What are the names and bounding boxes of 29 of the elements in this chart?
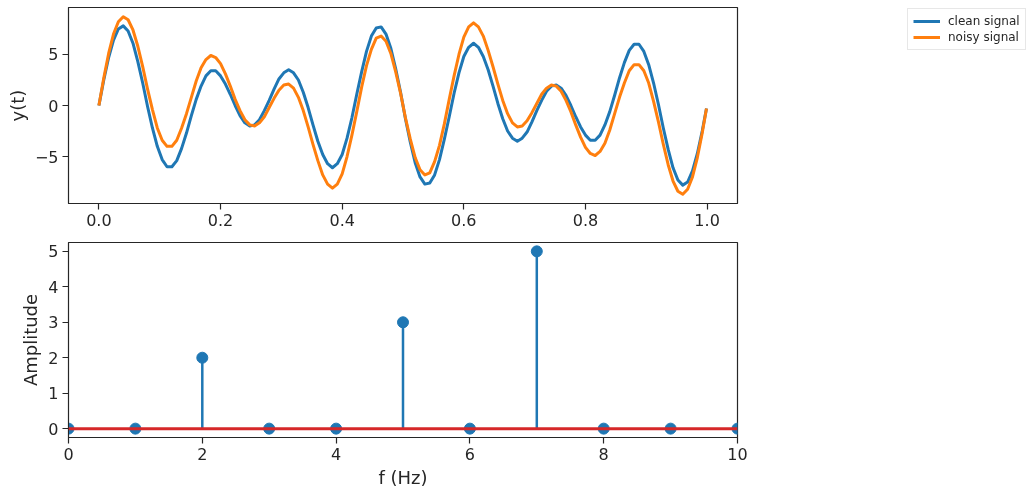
x-tick-label: 0.2 bbox=[207, 210, 234, 230]
y-axis-title: Amplitude bbox=[20, 293, 42, 387]
y-tick-label: 5 bbox=[48, 45, 59, 65]
x-axis-title: f (Hz) bbox=[378, 466, 428, 488]
x-tick-label: 1.0 bbox=[694, 210, 720, 230]
x-tick-label: 4 bbox=[331, 444, 342, 464]
x-tick-label: 8 bbox=[598, 444, 609, 464]
y-axis-title: y(t) bbox=[6, 89, 28, 122]
x-tick-label: 0.4 bbox=[329, 210, 355, 230]
x-tick-label: 0.6 bbox=[451, 210, 477, 230]
x-tick-label: 2 bbox=[197, 444, 208, 464]
legend-label: clean signal bbox=[948, 14, 1020, 28]
y-tick-label: 4 bbox=[48, 277, 59, 297]
x-tick-label: 10 bbox=[727, 444, 748, 464]
y-tick-label: −5 bbox=[34, 147, 59, 167]
y-tick-label: 3 bbox=[48, 313, 59, 333]
y-tick-label: 0 bbox=[48, 96, 59, 116]
point bbox=[397, 316, 409, 329]
y-tick-label: 2 bbox=[48, 348, 59, 368]
y-tick-label: 1 bbox=[48, 384, 59, 404]
point bbox=[196, 351, 209, 364]
x-tick-label: 0.0 bbox=[86, 210, 112, 230]
x-tick-label: 0.8 bbox=[572, 210, 599, 230]
y-tick-label: 5 bbox=[48, 242, 59, 262]
point bbox=[530, 245, 543, 258]
y-tick-label: 0 bbox=[48, 419, 59, 439]
x-tick-label: 6 bbox=[464, 444, 475, 464]
x-tick-label: 0 bbox=[63, 444, 74, 464]
legend-label: noisy signal bbox=[948, 30, 1019, 44]
